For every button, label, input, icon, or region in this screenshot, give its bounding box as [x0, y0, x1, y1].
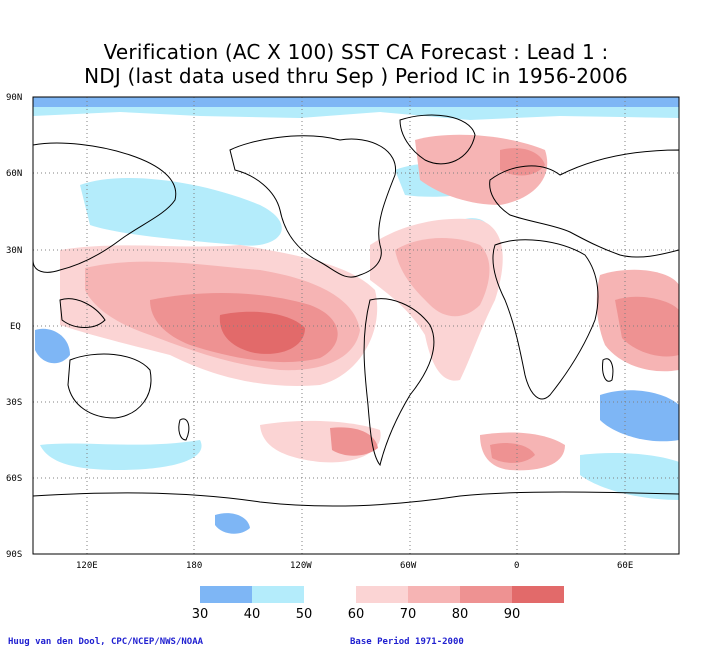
map-title-line1: Verification (AC X 100) SST CA Forecast … — [103, 40, 609, 64]
credit-base-period: Base Period 1971-2000 — [350, 637, 464, 647]
lat-label-60n: 60N — [6, 169, 22, 179]
lon-label-180: 180 — [186, 561, 202, 571]
lon-label-60e: 60E — [617, 561, 633, 571]
color-legend: 30 40 50 60 70 80 90 — [192, 586, 564, 622]
coast-africa — [492, 239, 599, 400]
lon-label-60w: 60W — [400, 561, 417, 571]
graticule — [33, 97, 679, 554]
s-blue-40a — [40, 440, 202, 470]
lon-label-120w: 120W — [290, 561, 312, 571]
lat-axis: 90N 60N 30N EQ 30S 60S 90S — [6, 93, 22, 560]
coastlines — [33, 114, 679, 507]
coast-south-america — [363, 298, 435, 467]
coast-eurasia-east — [33, 142, 177, 273]
coast-greenland — [399, 114, 476, 165]
antarctic-spot-30 — [215, 513, 250, 534]
lat-label-90n: 90N — [6, 93, 22, 103]
coast-north-america — [229, 135, 396, 278]
trop-pac-90 — [219, 311, 305, 354]
satl-80 — [490, 443, 535, 463]
lat-label-eq: EQ — [10, 322, 21, 332]
lon-label-120e: 120E — [76, 561, 98, 571]
arctic-band-30 — [33, 97, 679, 107]
legend-label: 30 — [192, 607, 209, 622]
npac-40 — [80, 177, 282, 246]
plot-frame — [32, 96, 680, 555]
legend-swatch — [304, 586, 356, 603]
lat-label-90s: 90S — [6, 550, 22, 560]
coast-new-zealand — [178, 418, 190, 441]
w-indian-30 — [35, 328, 70, 364]
legend-label: 40 — [244, 607, 261, 622]
skill-shading — [33, 97, 679, 534]
legend-swatch — [408, 586, 460, 603]
coast-eurasia-west — [489, 149, 679, 258]
s-indian-40 — [580, 452, 679, 500]
coast-indonesia — [59, 298, 106, 328]
coast-antarctica — [33, 491, 679, 507]
lon-label-0: 0 — [514, 561, 519, 571]
lat-label-30n: 30N — [6, 246, 22, 256]
lon-axis: 120E 180 120W 60W 0 60E — [76, 561, 633, 571]
map-title-line2: NDJ (last data used thru Sep ) Period IC… — [84, 64, 628, 88]
legend-swatch — [252, 586, 304, 603]
coast-australia — [67, 353, 152, 419]
coast-madagascar — [602, 358, 614, 382]
indian-80 — [615, 296, 679, 357]
legend-swatch — [200, 586, 252, 603]
legend-label: 50 — [296, 607, 313, 622]
s-indian-30 — [600, 390, 679, 442]
legend-label: 60 — [348, 607, 365, 622]
lat-label-30s: 30S — [6, 398, 22, 408]
arctic-band-40 — [33, 107, 679, 120]
legend-swatch — [356, 586, 408, 603]
legend-label: 70 — [400, 607, 417, 622]
atl-70 — [395, 238, 490, 317]
legend-label: 80 — [452, 607, 469, 622]
credit-author: Huug van den Dool, CPC/NCEP/NWS/NOAA — [8, 637, 204, 647]
spac-80 — [330, 427, 378, 456]
legend-swatch — [512, 586, 564, 603]
legend-label: 90 — [504, 607, 521, 622]
lat-label-60s: 60S — [6, 474, 22, 484]
legend-swatch — [460, 586, 512, 603]
